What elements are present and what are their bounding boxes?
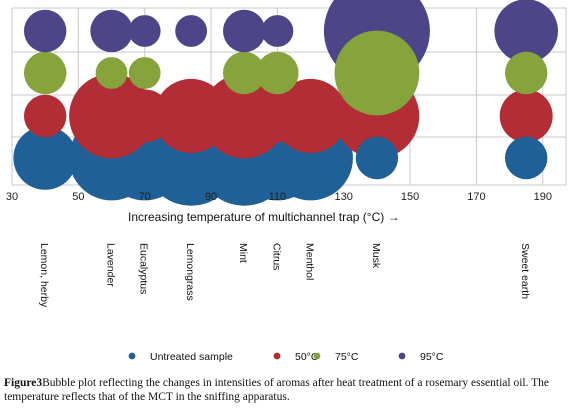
bubble-eucalyptus-50c — [118, 89, 172, 143]
aroma-label: Musk — [370, 243, 382, 269]
x-tick-label: 50 — [72, 191, 84, 203]
bubble-musk-75c — [334, 30, 420, 116]
bubble-lemon-herby-untreated-sample — [13, 126, 77, 190]
bubble-citrus-50c — [250, 89, 304, 143]
bubble-chart: 30 50 70 90 110 130 150 170 190 Increasing tempe… — [6, 0, 567, 363]
aroma-label: Lemongrass — [184, 243, 196, 301]
legend-label: 50°C — [295, 351, 319, 363]
bubble-layer — [13, 0, 558, 206]
bubble-sweet-earth-95c — [494, 0, 558, 63]
legend-swatch — [273, 352, 281, 360]
x-tick-label: 130 — [335, 191, 353, 203]
legend-item: 50°C — [273, 351, 319, 363]
legend-label: 75°C — [335, 351, 359, 363]
aroma-label: Eucalyptus — [138, 243, 150, 294]
x-tick-labels: 30 50 70 90 110 130 150 170 190 — [6, 191, 552, 203]
bubble-lemongrass-50c — [154, 78, 229, 154]
bubble-mint-75c — [223, 51, 266, 95]
legend-item: Untreated sample — [128, 351, 233, 363]
legend: Untreated sample 50°C 75°C 95°C — [128, 351, 444, 363]
legend-swatch — [398, 352, 406, 360]
x-tick-label: 70 — [139, 191, 151, 203]
x-tick-label: 110 — [269, 191, 287, 203]
aroma-label: Sweet earth — [519, 243, 531, 299]
aroma-label: Menthol — [304, 243, 316, 280]
legend-label: Untreated sample — [150, 351, 233, 363]
legend-label: 95°C — [420, 351, 444, 363]
aroma-label: Lemon, herby — [38, 243, 50, 308]
bubble-lemon-herby-95c — [23, 9, 67, 53]
bubble-musk-untreated-sample — [355, 136, 399, 180]
figure-caption: Figure3Bubble plot reflecting the change… — [4, 376, 576, 404]
aroma-label: Citrus — [270, 243, 282, 270]
caption-label: Figure3 — [4, 377, 43, 389]
bubble-mint-95c — [223, 9, 266, 53]
bubble-lavender-75c — [95, 57, 128, 89]
aroma-label: Mint — [237, 243, 249, 263]
legend-item: 75°C — [313, 351, 359, 363]
bubble-citrus-75c — [256, 51, 299, 95]
bubble-sweet-earth-50c — [499, 89, 553, 143]
x-tick-label: 150 — [401, 191, 419, 203]
bubble-eucalyptus-95c — [128, 15, 161, 47]
aroma-labels: Lemon, herby Lavender Eucalyptus Lemongrass… — [38, 243, 531, 308]
bubble-sweet-earth-75c — [504, 51, 548, 95]
bubble-eucalyptus-75c — [128, 57, 161, 89]
legend-item: 95°C — [398, 351, 444, 363]
x-tick-label: 170 — [467, 191, 485, 203]
x-tick-label: 90 — [205, 191, 217, 203]
aroma-label: Lavender — [105, 243, 117, 287]
bubble-sweet-earth-untreated-sample — [504, 136, 548, 180]
x-tick-label: 30 — [6, 191, 18, 203]
legend-swatch — [313, 352, 321, 360]
caption-text: Bubble plot reflecting the changes in in… — [4, 377, 550, 403]
bubble-lemongrass-95c — [175, 15, 208, 47]
x-axis-title: Increasing temperature of multichannel t… — [128, 210, 400, 224]
legend-swatch — [128, 352, 136, 360]
bubble-lavender-95c — [90, 9, 133, 53]
bubble-citrus-95c — [261, 15, 294, 47]
bubble-lemon-herby-75c — [23, 51, 67, 95]
bubble-lemon-herby-50c — [23, 94, 67, 138]
x-tick-label: 190 — [534, 191, 552, 203]
